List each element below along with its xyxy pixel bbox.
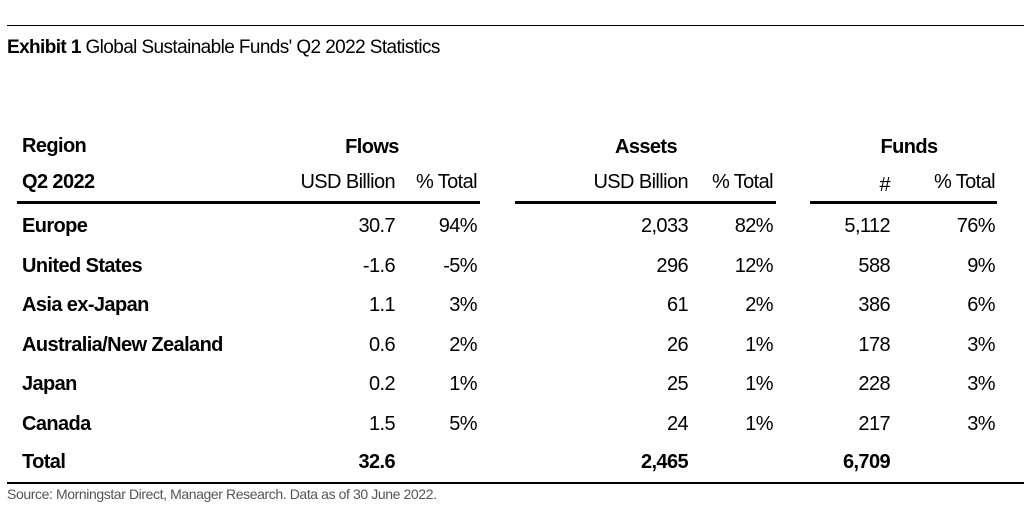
value-cell: 25 — [666, 373, 689, 395]
value-cell: 3% — [967, 334, 995, 356]
value-cell: 30.7 — [358, 215, 395, 237]
header-rule — [810, 201, 997, 204]
value-cell: 9% — [967, 255, 995, 277]
total-value: 2,465 — [640, 451, 689, 473]
value-cell: 0.6 — [368, 334, 396, 356]
value-cell: 2% — [745, 294, 773, 316]
region-cell: Europe — [22, 215, 88, 237]
source-note: Source: Morningstar Direct, Manager Rese… — [7, 486, 437, 502]
exhibit-title: Exhibit 1 Global Sustainable Funds' Q2 2… — [7, 37, 440, 59]
region-cell: Australia/New Zealand — [22, 334, 223, 356]
region-cell: Asia ex-Japan — [22, 294, 149, 316]
region-cell: Canada — [22, 413, 91, 435]
value-cell: 1.1 — [368, 294, 396, 316]
value-cell: 1% — [745, 373, 773, 395]
value-cell: 178 — [858, 334, 890, 356]
value-cell: 0.2 — [368, 373, 396, 395]
value-cell: 2% — [449, 334, 477, 356]
value-cell: 61 — [666, 294, 689, 316]
bottom-rule — [7, 482, 1024, 484]
group-header: Assets — [615, 136, 678, 158]
value-cell: 2,033 — [640, 215, 689, 237]
region-cell: United States — [22, 255, 143, 277]
group-header: Flows — [345, 136, 399, 158]
column-header: % Total — [711, 171, 774, 193]
exhibit-label: Exhibit 1 — [7, 37, 81, 58]
group-header: Funds — [880, 136, 939, 158]
header-rule — [17, 201, 480, 204]
value-cell: 26 — [666, 334, 689, 356]
value-cell: 1% — [745, 334, 773, 356]
region-header: Region — [22, 135, 87, 157]
value-cell: 1% — [449, 373, 477, 395]
total-value: 32.6 — [358, 451, 395, 473]
column-header: USD Billion — [300, 171, 395, 193]
value-cell: 94% — [438, 215, 478, 237]
value-cell: 5% — [449, 413, 477, 435]
value-cell: 24 — [666, 413, 689, 435]
top-rule — [7, 25, 1024, 26]
period-header: Q2 2022 — [22, 171, 95, 193]
column-header: # — [879, 174, 890, 196]
value-cell: 3% — [967, 413, 995, 435]
column-header: % Total — [415, 171, 478, 193]
region-cell: Japan — [22, 373, 77, 395]
total-value: 6,709 — [842, 451, 891, 473]
value-cell: 1% — [745, 413, 773, 435]
value-cell: 3% — [967, 373, 995, 395]
value-cell: 588 — [858, 255, 890, 277]
value-cell: 5,112 — [844, 215, 890, 237]
value-cell: 12% — [734, 255, 774, 277]
value-cell: -1.6 — [362, 255, 396, 277]
value-cell: -5% — [443, 255, 477, 277]
value-cell: 3% — [449, 294, 477, 316]
column-header: USD Billion — [593, 171, 688, 193]
value-cell: 217 — [858, 413, 890, 435]
value-cell: 6% — [967, 294, 995, 316]
value-cell: 82% — [734, 215, 774, 237]
header-rule — [515, 201, 776, 204]
value-cell: 228 — [858, 373, 890, 395]
value-cell: 1.5 — [368, 413, 396, 435]
value-cell: 296 — [656, 255, 688, 277]
total-label: Total — [22, 451, 66, 473]
exhibit-title-text: Global Sustainable Funds' Q2 2022 Statis… — [85, 37, 440, 58]
value-cell: 386 — [858, 294, 890, 316]
value-cell: 76% — [956, 215, 996, 237]
column-header: % Total — [933, 171, 996, 193]
